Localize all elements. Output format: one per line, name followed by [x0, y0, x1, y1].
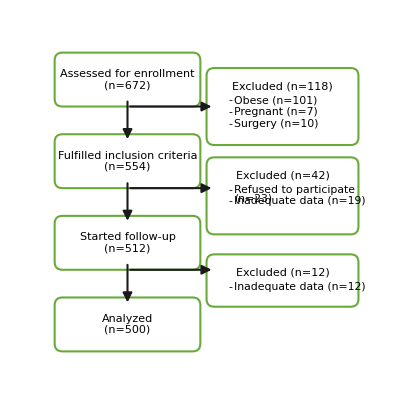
- Text: (n=512): (n=512): [104, 243, 151, 253]
- Text: (n=672): (n=672): [104, 80, 151, 90]
- Text: Excluded (n=118): Excluded (n=118): [232, 82, 333, 92]
- Text: -: -: [228, 185, 232, 195]
- Text: Refused to participate: Refused to participate: [234, 185, 356, 195]
- Text: Analyzed: Analyzed: [102, 314, 153, 324]
- FancyBboxPatch shape: [206, 157, 358, 234]
- Text: Pregnant (n=7): Pregnant (n=7): [234, 107, 318, 117]
- Text: -: -: [228, 107, 232, 117]
- Text: (n=554): (n=554): [104, 162, 151, 172]
- Text: Surgery (n=10): Surgery (n=10): [234, 119, 319, 129]
- Text: (n=23): (n=23): [234, 194, 272, 204]
- Text: Inadequate data (n=19): Inadequate data (n=19): [234, 196, 366, 206]
- Text: Fulfilled inclusion criteria: Fulfilled inclusion criteria: [58, 151, 197, 161]
- Text: -: -: [228, 282, 232, 292]
- Text: -: -: [228, 196, 232, 206]
- FancyBboxPatch shape: [55, 53, 200, 106]
- FancyBboxPatch shape: [55, 134, 200, 188]
- Text: Assessed for enrollment: Assessed for enrollment: [60, 69, 195, 79]
- Text: Excluded (n=12): Excluded (n=12): [236, 268, 329, 278]
- Text: -: -: [228, 119, 232, 129]
- Text: Excluded (n=42): Excluded (n=42): [236, 171, 330, 181]
- FancyBboxPatch shape: [206, 254, 358, 307]
- FancyBboxPatch shape: [55, 298, 200, 351]
- Text: Started follow-up: Started follow-up: [80, 232, 176, 242]
- FancyBboxPatch shape: [55, 216, 200, 270]
- Text: -: -: [228, 95, 232, 105]
- Text: (n=500): (n=500): [104, 325, 151, 335]
- FancyBboxPatch shape: [206, 68, 358, 145]
- Text: Obese (n=101): Obese (n=101): [234, 95, 318, 105]
- Text: Inadequate data (n=12): Inadequate data (n=12): [234, 282, 366, 292]
